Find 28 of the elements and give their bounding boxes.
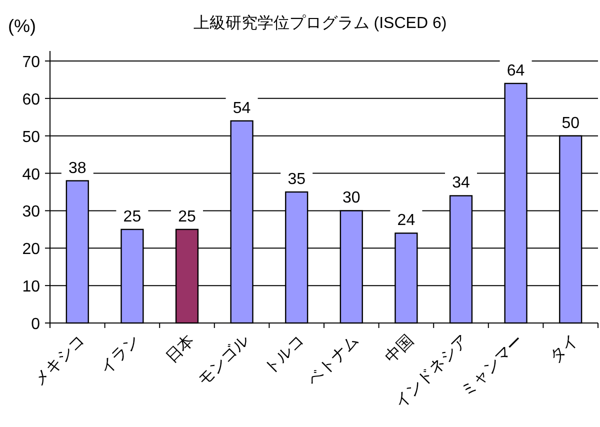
y-tick-label: 0 (31, 316, 40, 333)
data-label: 35 (288, 171, 306, 188)
chart-title: 上級研究学位プログラム (ISCED 6) (193, 14, 447, 32)
data-label: 25 (178, 208, 196, 226)
y-tick-label: 20 (22, 241, 40, 258)
x-tick-label: 中国 (382, 331, 418, 366)
data-label: 64 (506, 62, 525, 80)
x-tick-label: ベトナム (304, 332, 362, 390)
x-tick-label: モンゴル (195, 332, 253, 390)
x-tick-label: メキシコ (30, 332, 88, 390)
y-tick-label: 50 (22, 128, 40, 146)
x-tick-label: トルコ (261, 332, 308, 378)
y-axis-title: (%) (8, 16, 36, 36)
data-label: 50 (562, 114, 580, 132)
data-label: 24 (397, 212, 416, 230)
y-tick-label: 70 (22, 54, 40, 71)
data-label: 54 (232, 100, 251, 117)
data-label: 25 (123, 208, 142, 226)
x-tick-label: タイ (546, 332, 582, 366)
y-tick-label: 60 (22, 91, 40, 108)
data-label: 34 (452, 174, 470, 192)
y-tick-label: 10 (22, 278, 40, 296)
x-tick-label: イラン (97, 332, 144, 378)
x-tick-label: 日本 (162, 331, 198, 366)
data-label: 38 (68, 160, 86, 177)
y-tick-label: 30 (22, 204, 40, 221)
y-tick-label: 40 (22, 166, 40, 184)
data-label: 30 (342, 190, 360, 207)
